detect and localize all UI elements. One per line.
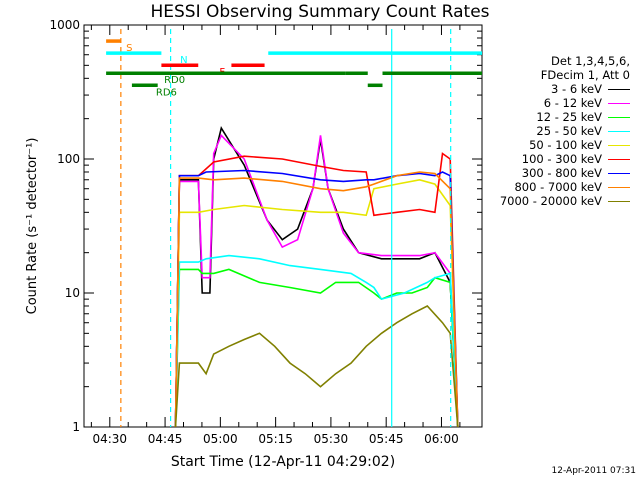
flag-label: N: [180, 55, 187, 66]
legend-item: 12 - 25 keV: [486, 110, 638, 124]
legend-swatch: [608, 102, 630, 104]
y-tick-label: 100: [57, 152, 80, 166]
legend-label: 300 - 800 keV: [521, 166, 602, 180]
flag-label: RD0: [164, 75, 185, 86]
x-tick-label: 05:45: [369, 432, 404, 446]
x-tick-label: 05:15: [258, 432, 293, 446]
x-tick-label: 05:00: [203, 432, 238, 446]
series-line: [174, 133, 459, 428]
x-tick-label: 06:00: [424, 432, 459, 446]
legend: Det 1,3,4,5,6, FDecim 1, Att 0 3 - 6 keV…: [486, 54, 638, 208]
plot-frame: [83, 24, 483, 428]
timestamp: 12-Apr-2011 07:31: [551, 466, 636, 476]
x-axis-label: Start Time (12-Apr-11 04:29:02): [170, 454, 396, 470]
legend-item: 25 - 50 keV: [486, 124, 638, 138]
series-line: [174, 171, 459, 428]
legend-header-2: FDecim 1, Att 0: [540, 68, 630, 82]
legend-header-1: Det 1,3,4,5,6,: [551, 54, 630, 68]
x-tick-label: 05:30: [314, 432, 349, 446]
legend-label: 800 - 7000 keV: [514, 180, 602, 194]
series-line: [174, 169, 459, 428]
legend-label: 6 - 12 keV: [543, 96, 602, 110]
legend-swatch: [608, 88, 630, 90]
y-tick-label: 10: [65, 286, 80, 300]
flag-label: S: [126, 43, 132, 54]
legend-item: 300 - 800 keV: [486, 166, 638, 180]
legend-label: 7000 - 20000 keV: [499, 194, 602, 208]
legend-item: 7000 - 20000 keV: [486, 194, 638, 208]
legend-swatch: [608, 158, 630, 160]
legend-item: 50 - 100 keV: [486, 138, 638, 152]
legend-swatch: [608, 130, 630, 132]
legend-swatch: [608, 144, 630, 146]
y-axis-label: Count Rate (s⁻¹ detector⁻¹): [25, 138, 40, 315]
legend-swatch: [608, 172, 630, 174]
x-tick-label: 04:45: [148, 432, 183, 446]
y-tick-label: 1000: [49, 18, 80, 32]
legend-swatch: [608, 116, 630, 118]
legend-label: 25 - 50 keV: [536, 124, 602, 138]
legend-item: 3 - 6 keV: [486, 82, 638, 96]
legend-label: 50 - 100 keV: [529, 138, 602, 152]
legend-item: 100 - 300 keV: [486, 152, 638, 166]
chart-title: HESSI Observing Summary Count Rates: [150, 2, 490, 22]
legend-swatch: [608, 200, 630, 202]
legend-label: 100 - 300 keV: [521, 152, 602, 166]
legend-label: 3 - 6 keV: [551, 82, 602, 96]
legend-item: 6 - 12 keV: [486, 96, 638, 110]
x-tick-label: 04:30: [92, 432, 127, 446]
series-line: [174, 152, 459, 428]
y-tick-label: 1: [72, 420, 80, 434]
series-line: [174, 126, 459, 428]
series-line: [174, 268, 459, 428]
series-line: [174, 254, 459, 428]
flag-label: RD6: [156, 87, 177, 98]
series-line: [174, 305, 459, 428]
legend-swatch: [608, 186, 630, 188]
legend-label: 12 - 25 keV: [536, 110, 602, 124]
legend-item: 800 - 7000 keV: [486, 180, 638, 194]
series-line: [174, 178, 459, 428]
